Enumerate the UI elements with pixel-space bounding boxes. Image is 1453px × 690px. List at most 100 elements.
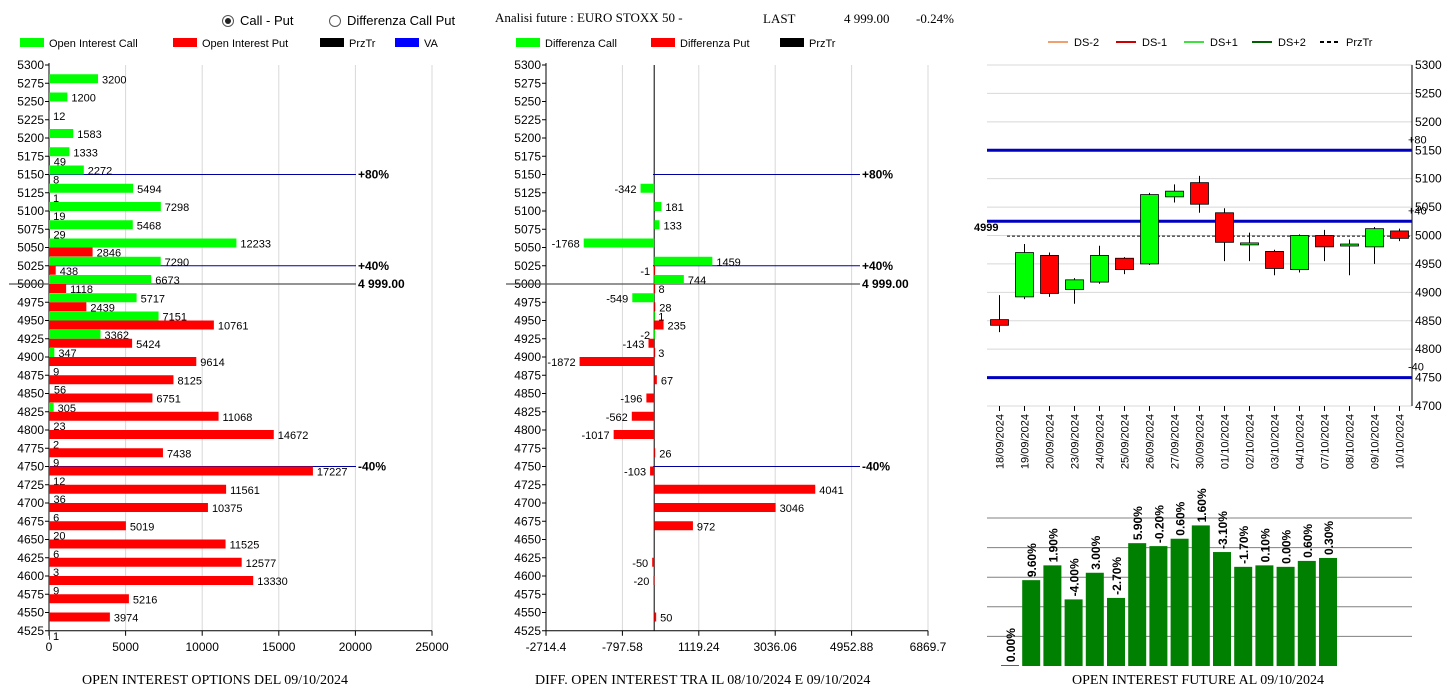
strike-label: 4775 (17, 441, 44, 455)
y-tick-label: 4750 (1415, 371, 1442, 385)
strike-label: 4975 (514, 295, 541, 309)
strike-label: 4550 (514, 606, 541, 620)
data-label: 11068 (223, 412, 253, 424)
reference-label: +80% (862, 168, 893, 182)
data-label: 6 (53, 549, 59, 561)
data-label: -1.70% (1237, 525, 1251, 563)
legend-label: DS+2 (1278, 37, 1306, 49)
x-tick-label: 23/09/2024 (1070, 414, 1082, 469)
caption-right: OPEN INTEREST FUTURE AL 09/10/2024 (1072, 673, 1325, 688)
x-tick-label: 09/10/2024 (1370, 414, 1382, 469)
x-tick-label: 01/10/2024 (1220, 414, 1232, 469)
future-candlestick-chart: DS-2 DS-1 DS+1 DS+2 PrzTr 5300 5250 5200 5150 510… (974, 37, 1442, 469)
data-label: 1583 (77, 129, 101, 141)
x-tick-label: 20/09/2024 (1045, 414, 1057, 469)
caption-middle: DIFF. OPEN INTEREST TRA IL 08/10/2024 E … (535, 673, 871, 688)
strike-label: 4675 (514, 514, 541, 528)
strike-label: 5250 (17, 95, 44, 109)
candle-body (1265, 251, 1284, 269)
x-tick-label: 25000 (415, 640, 449, 654)
strike-label: 4575 (514, 587, 541, 601)
bar (49, 494, 50, 503)
strike-label: 4950 (17, 314, 44, 328)
x-tick-label: 30/09/2024 (1195, 414, 1207, 469)
bar (49, 293, 137, 303)
bar (49, 475, 50, 485)
data-label: 744 (688, 275, 706, 287)
data-label: 1333 (73, 147, 97, 159)
candle-body (1165, 190, 1184, 198)
bar (1191, 525, 1210, 666)
data-label: -1872 (547, 357, 575, 369)
candle-body (1290, 235, 1309, 270)
data-label: 1 (658, 312, 664, 324)
bar (583, 238, 655, 248)
data-label: -143 (622, 339, 644, 351)
strike-label: 4975 (17, 295, 44, 309)
bar (631, 411, 655, 421)
y-tick-label: 4800 (1415, 342, 1442, 356)
bar (654, 484, 816, 494)
bar (1170, 538, 1189, 666)
data-label: 1 (53, 193, 59, 205)
strike-label: 4725 (514, 478, 541, 492)
strike-label: 4925 (17, 332, 44, 346)
legend-label: Open Interest Put (202, 38, 288, 50)
bar (49, 329, 101, 339)
data-label: -103 (624, 467, 646, 479)
strike-label: 4525 (17, 624, 44, 638)
bar (49, 247, 93, 257)
bar (49, 585, 50, 595)
last-value: 4 999.00 (844, 11, 890, 26)
data-label: 3974 (114, 613, 138, 625)
x-tick-label: 4952.88 (830, 640, 874, 654)
bar (1149, 546, 1168, 666)
data-label: 5468 (137, 220, 161, 232)
strike-label: 5100 (514, 204, 541, 218)
bar (49, 421, 50, 430)
bar (49, 393, 153, 403)
data-label: 3200 (102, 74, 126, 86)
bar (49, 503, 208, 512)
data-label: 17227 (317, 467, 348, 479)
bar (654, 265, 656, 275)
y-tick-label: 4900 (1415, 285, 1442, 299)
reference-label: +40% (862, 259, 893, 273)
reference-label: 4 999.00 (862, 277, 909, 291)
data-label: 9614 (200, 357, 224, 369)
bar (49, 567, 50, 576)
bar (579, 357, 655, 366)
y-tick-label: 5100 (1415, 172, 1442, 186)
data-label: 29 (53, 229, 65, 241)
radio-call-put[interactable]: Call - Put (222, 13, 293, 28)
data-label: -1017 (582, 430, 610, 442)
bar (49, 548, 50, 558)
data-label: 0.10% (1258, 528, 1272, 562)
bar (49, 275, 152, 284)
bar (654, 275, 684, 284)
radio-differenza-call-put[interactable]: Differenza Call Put (329, 13, 455, 28)
bar (49, 147, 70, 157)
bar (49, 366, 50, 376)
strike-label: 4925 (514, 332, 541, 346)
open-interest-options-chart: Open Interest Call Open Interest Put PrzTr… (9, 38, 449, 654)
strike-label: 5150 (17, 168, 44, 182)
reference-label: +40 (1408, 205, 1427, 217)
data-label: 13330 (257, 576, 288, 588)
data-label: -342 (615, 184, 637, 196)
data-label: 26 (659, 448, 671, 460)
bar (1022, 580, 1041, 666)
strike-label: 4825 (17, 405, 44, 419)
strike-label: 4650 (514, 533, 541, 547)
strike-label: 4675 (17, 514, 44, 528)
bar (49, 594, 129, 604)
bar (49, 557, 242, 567)
data-label: 133 (663, 220, 681, 232)
data-label: 4041 (819, 485, 843, 497)
data-label: 12233 (240, 239, 271, 251)
candle-body (990, 319, 1009, 326)
x-tick-label: 27/09/2024 (1170, 414, 1182, 469)
data-label: -549 (606, 293, 628, 305)
bar (49, 174, 50, 184)
bar (49, 466, 313, 476)
